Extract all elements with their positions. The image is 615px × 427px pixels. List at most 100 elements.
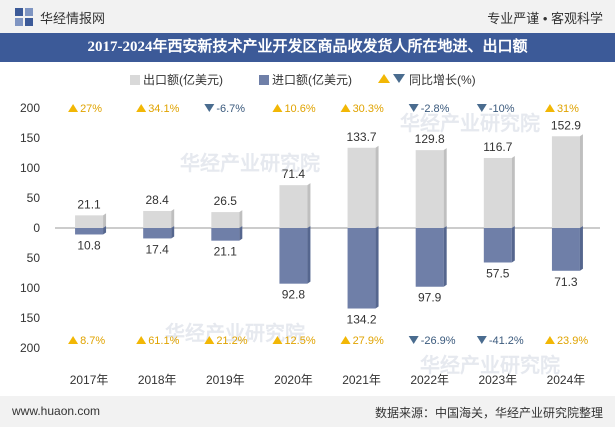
import-growth-arrow-icon-5: [408, 336, 419, 344]
import-bar-side-4: [375, 226, 379, 309]
export-value-label-5: 129.8: [415, 132, 445, 146]
import-value-label-2: 21.1: [214, 245, 238, 259]
import-value-label-7: 71.3: [554, 275, 578, 289]
y-tick-label-1: 150: [20, 131, 40, 145]
export-growth-label-7: 31%: [557, 103, 579, 115]
export-bar-side-1: [171, 208, 175, 228]
export-bar-6: [483, 157, 512, 228]
import-value-label-5: 97.9: [418, 291, 442, 305]
x-tick-label-4: 2021年: [342, 373, 381, 387]
y-tick-label-2: 100: [20, 161, 40, 175]
legend-import-label: 进口额(亿美元): [272, 72, 352, 87]
x-tick-label-0: 2017年: [70, 373, 109, 387]
import-growth-arrow-icon-7: [544, 336, 555, 344]
legend-growth-label: 同比增长(%): [409, 73, 476, 87]
import-bar-side-5: [443, 226, 447, 287]
export-growth-arrow-icon-0: [68, 104, 79, 112]
y-tick-label-4: 0: [33, 221, 40, 235]
legend-import-swatch: [259, 75, 269, 85]
import-growth-arrow-icon-6: [476, 336, 487, 344]
export-growth-arrow-icon-1: [136, 104, 147, 112]
import-value-label-3: 92.8: [282, 288, 306, 302]
import-value-label-0: 10.8: [77, 238, 101, 252]
export-bar-side-5: [443, 148, 447, 228]
export-growth-label-3: 10.6%: [284, 103, 315, 115]
y-tick-label-3: 50: [27, 191, 41, 205]
export-bar-3: [279, 185, 308, 228]
import-growth-label-2: 21.2%: [216, 335, 247, 347]
import-growth-label-5: -26.9%: [421, 335, 456, 347]
export-value-label-0: 21.1: [77, 197, 101, 211]
export-value-label-2: 26.5: [214, 194, 238, 208]
legend-export-label: 出口额(亿美元): [143, 72, 223, 87]
import-growth-label-1: 61.1%: [148, 335, 179, 347]
legend-down-triangle-icon: [393, 74, 405, 83]
import-bar-side-1: [171, 226, 175, 239]
import-bar-4: [347, 228, 376, 309]
export-growth-label-1: 34.1%: [148, 103, 179, 115]
website-link[interactable]: www.huaon.com: [12, 404, 101, 418]
export-bar-7: [551, 136, 580, 228]
import-bar-2: [211, 228, 240, 241]
import-bar-5: [415, 228, 444, 287]
import-bar-side-7: [579, 226, 583, 271]
export-growth-arrow-icon-6: [476, 104, 487, 112]
export-bar-side-6: [511, 155, 515, 228]
import-growth-arrow-icon-2: [204, 336, 215, 344]
chart-title: 2017-2024年西安新技术产业开发区商品收发货人所在地进、出口额: [87, 39, 528, 55]
x-tick-label-6: 2023年: [478, 373, 517, 387]
footer: www.huaon.com 数据来源：中国海关，华经产业研究院整理: [0, 396, 615, 427]
import-value-label-4: 134.2: [347, 313, 377, 327]
y-tick-label-7: 150: [20, 311, 40, 325]
import-bar-side-6: [511, 226, 515, 263]
y-tick-label-5: 50: [27, 251, 41, 265]
import-bar-side-3: [307, 226, 311, 284]
export-bar-side-0: [103, 213, 107, 228]
export-growth-label-6: -10%: [489, 103, 515, 115]
export-growth-arrow-icon-3: [272, 104, 283, 112]
export-value-label-3: 71.4: [282, 167, 306, 181]
x-tick-label-5: 2022年: [410, 373, 449, 387]
export-bar-side-2: [239, 210, 243, 228]
export-bar-1: [143, 210, 172, 228]
legend-up-triangle-icon: [378, 74, 390, 83]
import-growth-label-7: 23.9%: [557, 335, 588, 347]
export-bar-0: [75, 215, 104, 228]
import-growth-arrow-icon-4: [340, 336, 351, 344]
import-growth-label-3: 12.5%: [284, 335, 315, 347]
import-bar-6: [483, 228, 512, 263]
export-growth-label-5: -2.8%: [421, 103, 450, 115]
legend-export-swatch: [130, 75, 140, 85]
export-bar-4: [347, 147, 376, 228]
import-bar-1: [143, 228, 172, 239]
export-bar-side-7: [579, 134, 583, 228]
import-bar-0: [75, 228, 104, 235]
export-value-label-4: 133.7: [347, 130, 377, 144]
export-growth-label-4: 30.3%: [353, 103, 384, 115]
top-bar: 华经情报网 专业严谨 • 客观科学: [0, 0, 615, 33]
export-growth-arrow-icon-7: [544, 104, 555, 112]
watermark-text-1: 华经产业研究院: [400, 111, 540, 135]
export-growth-arrow-icon-4: [340, 104, 351, 112]
x-tick-label-3: 2020年: [274, 373, 313, 387]
y-tick-label-0: 200: [20, 101, 40, 115]
bars: [75, 134, 583, 309]
watermark-text-0: 华经产业研究院: [180, 151, 320, 175]
logo-icon: [15, 8, 33, 26]
brand-name: 华经情报网: [40, 11, 106, 26]
export-value-label-6: 116.7: [483, 140, 512, 154]
export-bar-2: [211, 212, 240, 228]
x-tick-label-2: 2019年: [206, 373, 245, 387]
watermark-text-3: 华经产业研究院: [420, 353, 560, 377]
y-tick-label-6: 100: [20, 281, 40, 295]
export-bar-side-3: [307, 183, 311, 228]
import-bar-side-2: [239, 226, 243, 241]
import-value-label-1: 17.4: [146, 242, 170, 256]
y-tick-label-8: 200: [20, 341, 40, 355]
export-bar-side-4: [375, 145, 379, 228]
export-growth-label-0: 27%: [80, 103, 102, 115]
labels: 21.1 10.8 27% 8.7% 2017年 28.4 17.4 34.1% 61.1% 20…: [68, 103, 588, 387]
import-growth-label-4: 27.9%: [353, 335, 384, 347]
